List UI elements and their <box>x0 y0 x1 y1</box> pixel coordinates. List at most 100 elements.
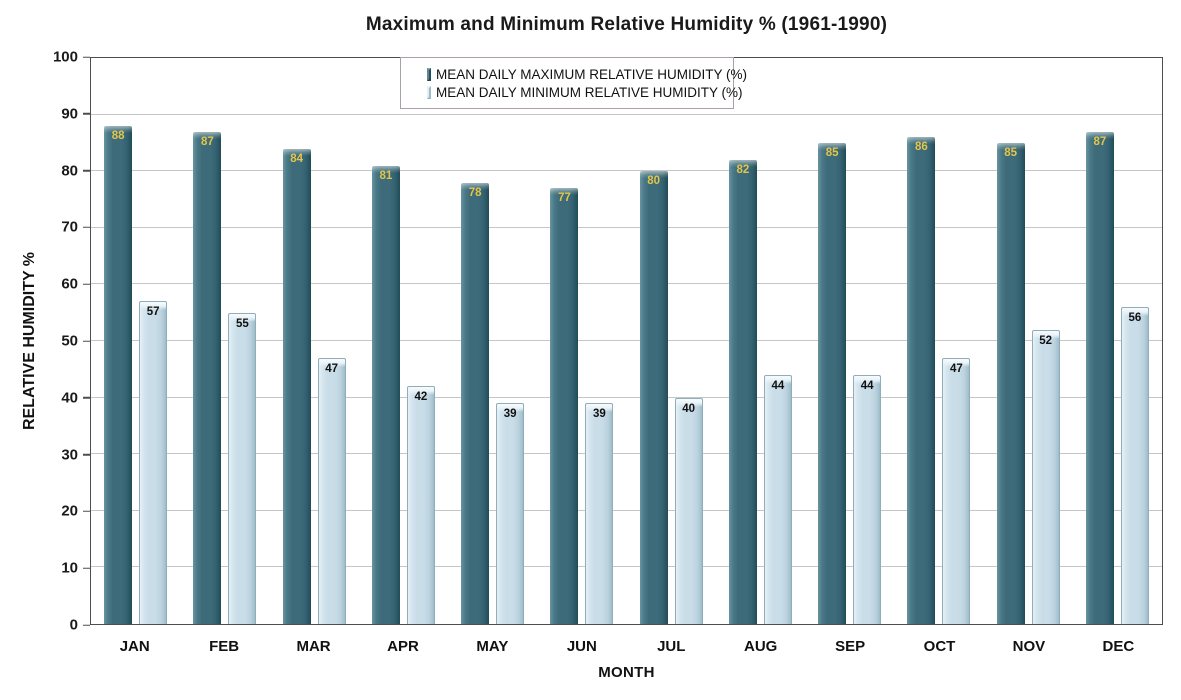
bar-value-label: 82 <box>736 163 750 176</box>
y-tick-label: 20 <box>61 502 78 520</box>
bar-maximum: 82 <box>728 159 757 624</box>
gridline <box>91 453 1162 455</box>
bar-value-label: 78 <box>468 186 482 199</box>
bar-value-label: 47 <box>325 362 339 375</box>
month-group: 84 47 <box>270 58 359 624</box>
bar-value-label: 87 <box>200 135 214 148</box>
gridline <box>91 566 1162 568</box>
x-axis-month-label: DEC <box>1102 638 1135 655</box>
y-tick-mark <box>83 567 90 569</box>
bar-minimum: 39 <box>496 403 525 624</box>
bar-value-label: 44 <box>771 379 785 392</box>
bar-minimum: 57 <box>139 301 168 624</box>
month-group: 85 52 <box>984 58 1073 624</box>
y-tick-mark <box>83 397 90 399</box>
legend-label-minimum: MEAN DAILY MINIMUM RELATIVE HUMIDITY (%) <box>436 84 743 100</box>
bar-value-label: 39 <box>503 408 517 421</box>
bar-value-label: 81 <box>379 169 393 182</box>
plot-area: 88 57 87 55 84 47 81 42 78 39 77 39 80 40 82 44 85 44 86 47… <box>90 57 1163 625</box>
legend-label-maximum: MEAN DAILY MAXIMUM RELATIVE HUMIDITY (%) <box>436 66 748 82</box>
month-group: 78 39 <box>448 58 537 624</box>
x-axis-month-label: JUL <box>657 638 686 655</box>
y-tick-label: 30 <box>61 446 78 464</box>
gridline <box>91 113 1162 115</box>
month-group: 88 57 <box>91 58 180 624</box>
gridline <box>91 509 1162 511</box>
y-tick-label: 40 <box>61 389 78 407</box>
y-tick-mark <box>83 340 90 342</box>
bar-value-label: 84 <box>290 152 304 165</box>
y-tick-label: 50 <box>61 332 78 350</box>
bar-maximum: 84 <box>282 148 311 624</box>
x-axis-labels: JAN FEB MAR APR MAY JUN JUL AUG SEP OCT NOV DEC <box>90 638 1163 655</box>
bar-value-label: 55 <box>235 317 249 330</box>
x-axis-month-label: MAY <box>476 638 509 655</box>
bar-value-label: 57 <box>146 306 160 319</box>
bar-maximum: 81 <box>371 165 400 624</box>
month-group: 85 44 <box>805 58 894 624</box>
bar-minimum: 44 <box>763 374 792 624</box>
bar-value-label: 80 <box>647 175 661 188</box>
gridline <box>91 226 1162 228</box>
month-group: 86 47 <box>894 58 983 624</box>
y-tick-label: 90 <box>61 105 78 123</box>
gridline <box>91 170 1162 172</box>
bar-minimum: 47 <box>317 357 346 624</box>
x-axis-month-label: JUN <box>566 638 597 655</box>
y-tick-mark <box>83 226 90 229</box>
y-tick-label: 100 <box>52 48 78 66</box>
bar-maximum: 78 <box>461 182 490 624</box>
month-group: 82 44 <box>716 58 805 624</box>
x-axis-month-label: SEP <box>835 638 866 655</box>
gridline <box>91 283 1162 285</box>
bar-value-label: 56 <box>1128 312 1142 325</box>
bar-value-label: 44 <box>860 379 874 392</box>
x-axis-month-label: APR <box>387 638 419 655</box>
bar-value-label: 40 <box>682 402 696 415</box>
y-tick-mark <box>83 56 90 58</box>
bar-value-label: 77 <box>557 192 571 205</box>
bar-value-label: 52 <box>1039 334 1053 347</box>
month-group: 87 56 <box>1073 58 1162 624</box>
bar-maximum: 88 <box>104 125 133 624</box>
chart-title: Maximum and Minimum Relative Humidity % … <box>365 14 888 35</box>
legend-item-maximum: MEAN DAILY MAXIMUM RELATIVE HUMIDITY (%) <box>427 67 747 82</box>
y-axis-tick-labels: 0 10 20 30 40 50 60 70 80 90 100 <box>0 50 78 633</box>
bar-minimum: 40 <box>674 397 703 624</box>
x-axis-month-label: NOV <box>1012 638 1046 655</box>
y-tick-label: 60 <box>61 275 78 293</box>
y-tick-mark <box>83 283 90 285</box>
x-axis-title: MONTH <box>598 664 655 681</box>
bar-maximum: 86 <box>907 137 936 624</box>
x-axis-month-label: AUG <box>743 638 778 655</box>
month-group: 80 40 <box>627 58 716 624</box>
gridline <box>91 340 1162 341</box>
bar-minimum: 42 <box>406 386 435 624</box>
bar-value-label: 86 <box>914 141 928 154</box>
bar-minimum: 44 <box>853 374 882 624</box>
bar-value-label: 47 <box>949 362 963 375</box>
bar-maximum: 87 <box>193 131 222 624</box>
y-tick-label: 80 <box>61 162 78 180</box>
bar-maximum: 85 <box>818 142 847 624</box>
y-tick-mark <box>83 453 90 456</box>
bar-minimum: 39 <box>585 403 614 624</box>
y-tick-label: 0 <box>69 616 78 634</box>
legend-marker-minimum-icon <box>427 85 431 99</box>
x-axis-month-label: JAN <box>119 638 150 655</box>
bar-maximum: 80 <box>639 171 668 624</box>
y-tick-mark <box>83 169 90 172</box>
bar-minimum: 52 <box>1031 329 1060 624</box>
y-axis-ticks <box>80 56 90 626</box>
bar-minimum: 56 <box>1120 307 1149 624</box>
bar-minimum: 55 <box>228 312 257 624</box>
legend: MEAN DAILY MAXIMUM RELATIVE HUMIDITY (%)… <box>400 57 747 109</box>
y-tick-mark <box>83 624 90 626</box>
bar-value-label: 85 <box>1004 146 1018 159</box>
bar-value-label: 88 <box>111 129 125 142</box>
legend-item-minimum: MEAN DAILY MINIMUM RELATIVE HUMIDITY (%) <box>427 85 743 100</box>
y-tick-mark <box>83 113 90 115</box>
month-group: 77 39 <box>537 58 626 624</box>
bar-maximum: 77 <box>550 188 579 624</box>
bar-value-label: 85 <box>825 146 839 159</box>
